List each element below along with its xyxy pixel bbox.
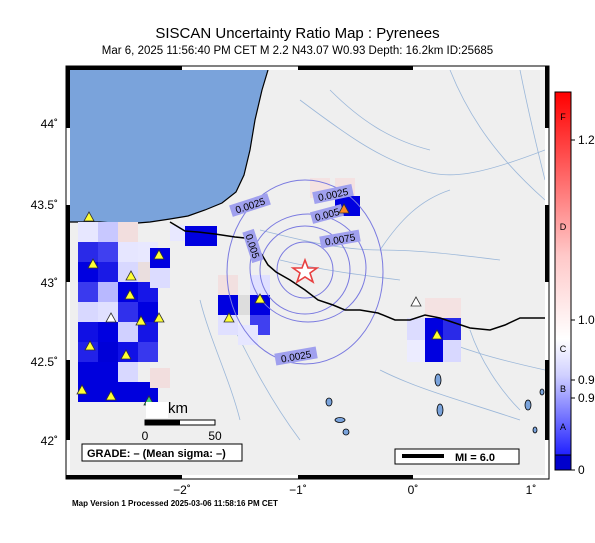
station-marker: [84, 340, 96, 351]
station-marker: [431, 329, 443, 340]
uncertainty-contours: [226, 179, 384, 365]
grade-text: GRADE: – (Mean sigma: –): [87, 448, 226, 460]
y-tick-label: 44˚: [41, 117, 58, 131]
station-marker: [105, 390, 117, 401]
station-marker: [254, 293, 266, 304]
station-marker: [153, 249, 165, 260]
station-marker: [135, 315, 147, 326]
station-marker: [87, 258, 99, 269]
y-tick-label: 43˚: [41, 276, 58, 290]
map-frame: [65, 65, 550, 480]
scale-tick: 50: [208, 429, 222, 443]
mi-box: MI = 6.0: [394, 448, 520, 465]
station-marker: [83, 211, 95, 222]
station-marker: [105, 312, 117, 323]
border-line: [169, 221, 545, 331]
epicenter-star: [290, 257, 320, 284]
colorbar-grade-letter: A: [560, 422, 566, 432]
colorbar-value: 1.0: [578, 313, 595, 327]
station-marker: [338, 203, 350, 214]
x-tick-label: −1˚: [289, 483, 307, 497]
map-title: SISCAN Uncertainty Ratio Map : Pyrenees: [155, 25, 440, 42]
x-tick-label: 1˚: [526, 483, 537, 497]
contour-label: 0.0025: [280, 349, 312, 365]
colorbar-value: 0.9: [578, 373, 595, 387]
islands: [325, 373, 545, 436]
y-tick-label: 43.5˚: [31, 198, 58, 212]
station-marker: [125, 270, 137, 281]
stations: [76, 203, 443, 406]
contour-label: 0.0075: [324, 232, 356, 248]
y-tick-label: 42.5˚: [31, 355, 58, 369]
station-marker: [124, 289, 136, 300]
scale-tick: 0: [142, 429, 149, 443]
colorbar-value: 0: [578, 463, 585, 477]
station-marker: [410, 296, 422, 307]
map-footer: Map Version 1 Processed 2025-03-06 11:58…: [72, 499, 278, 508]
map-area: 0.0025 0.0025 0.005 0.0075 0.005 0.0025: [70, 70, 545, 475]
station-marker: [153, 312, 165, 323]
colorbar-value: 0.9: [578, 391, 595, 405]
mi-text: MI = 6.0: [455, 452, 495, 464]
colorbar-grade-letter: C: [560, 344, 567, 354]
colorbar: F D C B A 1.2 1.0 0.9 0.9 0: [554, 91, 595, 477]
x-tick-label: −2˚: [173, 483, 191, 497]
colorbar-grade-letter: F: [560, 112, 566, 122]
colorbar-grade-letter: D: [560, 222, 567, 232]
grade-box: GRADE: – (Mean sigma: –): [81, 443, 243, 462]
y-tick-label: 42˚: [41, 434, 58, 448]
sea-area: [70, 70, 268, 224]
station-marker: [223, 312, 235, 323]
station-marker: [120, 349, 132, 360]
map-subtitle: Mar 6, 2025 11:56:40 PM CET M 2.2 N43.07…: [101, 45, 494, 57]
scale-bar: km 0 50: [142, 400, 222, 443]
colorbar-value: 1.2: [578, 133, 595, 147]
x-tick-label: 0˚: [408, 483, 419, 497]
axis-labels: −2˚ −1˚ 0˚ 1˚ 44˚ 43.5˚ 43˚ 42.5˚ 42˚: [31, 117, 537, 497]
colorbar-grade-letter: B: [560, 384, 566, 394]
station-marker: [76, 384, 88, 395]
ratio-grid: [78, 178, 461, 402]
scale-unit: km: [168, 400, 188, 417]
